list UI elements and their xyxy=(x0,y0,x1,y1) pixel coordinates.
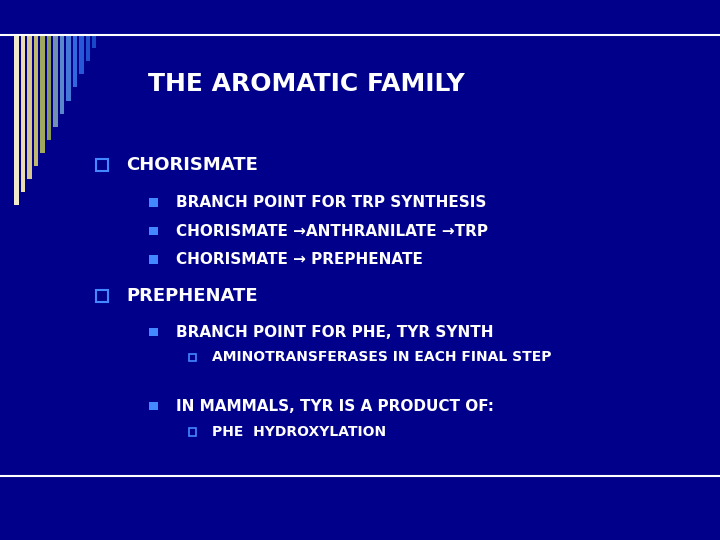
Bar xyxy=(66,35,71,100)
Text: CHORISMATE → PREPHENATE: CHORISMATE → PREPHENATE xyxy=(176,252,423,267)
Bar xyxy=(53,35,58,127)
Text: PHE  HYDROXYLATION: PHE HYDROXYLATION xyxy=(212,425,387,439)
Bar xyxy=(149,227,158,235)
Bar xyxy=(34,35,38,166)
Bar xyxy=(86,35,90,61)
Text: IN MAMMALS, TYR IS A PRODUCT OF:: IN MAMMALS, TYR IS A PRODUCT OF: xyxy=(176,399,495,414)
Bar xyxy=(96,159,108,171)
Bar xyxy=(21,35,25,192)
Bar xyxy=(96,290,108,302)
Bar xyxy=(60,35,64,113)
Bar xyxy=(47,35,51,140)
Bar xyxy=(92,35,96,48)
Bar xyxy=(189,354,196,361)
Bar xyxy=(79,35,84,75)
Bar xyxy=(73,35,77,87)
Text: CHORISMATE: CHORISMATE xyxy=(126,156,258,174)
Text: BRANCH POINT FOR PHE, TYR SYNTH: BRANCH POINT FOR PHE, TYR SYNTH xyxy=(176,325,494,340)
Bar xyxy=(27,35,32,179)
Bar xyxy=(149,255,158,264)
Bar xyxy=(149,328,158,336)
Bar xyxy=(149,198,158,207)
Bar xyxy=(149,402,158,410)
Bar xyxy=(14,35,19,205)
Bar xyxy=(189,429,196,435)
Text: AMINOTRANSFERASES IN EACH FINAL STEP: AMINOTRANSFERASES IN EACH FINAL STEP xyxy=(212,350,552,365)
Text: BRANCH POINT FOR TRP SYNTHESIS: BRANCH POINT FOR TRP SYNTHESIS xyxy=(176,195,487,210)
Text: PREPHENATE: PREPHENATE xyxy=(126,287,258,305)
Text: CHORISMATE →ANTHRANILATE →TRP: CHORISMATE →ANTHRANILATE →TRP xyxy=(176,224,488,239)
Bar xyxy=(40,35,45,153)
Text: THE AROMATIC FAMILY: THE AROMATIC FAMILY xyxy=(148,72,464,96)
